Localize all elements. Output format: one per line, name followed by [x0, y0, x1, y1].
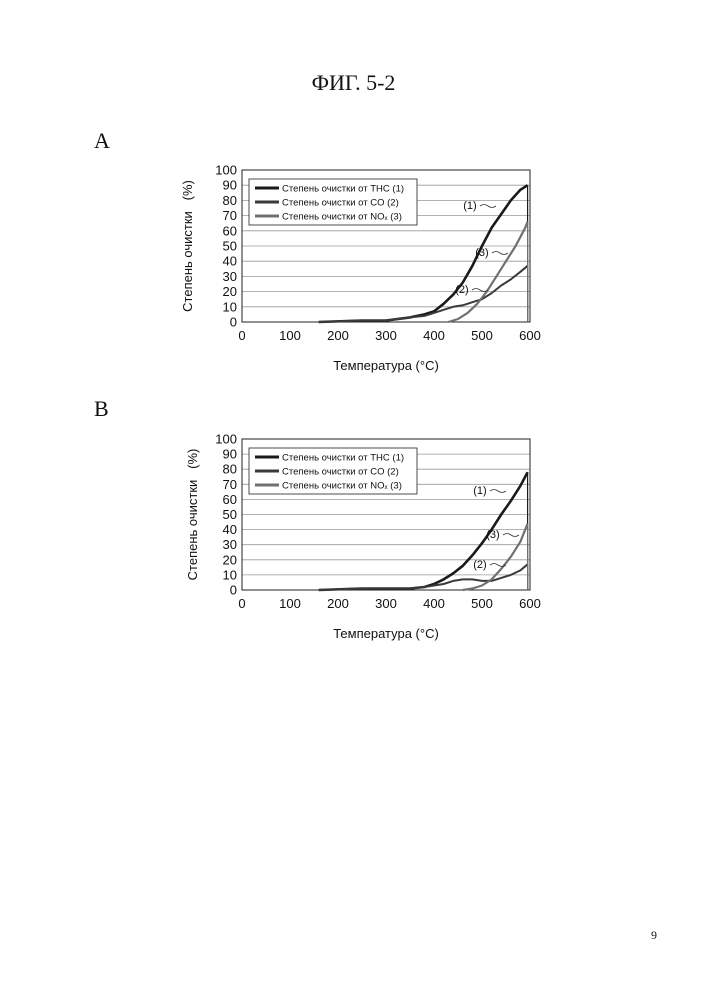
x-tick-label: 300 [375, 596, 397, 611]
annotation-leader [480, 205, 496, 208]
y-tick-label: 50 [223, 239, 237, 254]
legend-label-1: Степень очистки от THC (1) [282, 184, 404, 195]
figure-title: ФИГ. 5-2 [0, 70, 707, 96]
x-tick-label: 100 [279, 596, 301, 611]
x-tick-label: 600 [519, 596, 541, 611]
annotation-leader [490, 490, 506, 493]
y-tick-label: 80 [223, 462, 237, 477]
y-tick-label: 60 [223, 492, 237, 507]
series-line-2 [319, 564, 528, 590]
y-tick-label: 20 [223, 284, 237, 299]
x-axis-label: Температура (°C) [333, 358, 439, 373]
x-tick-label: 400 [423, 596, 445, 611]
annotation-leader [492, 252, 508, 255]
series-annotation: (3) [486, 529, 499, 541]
y-tick-label: 80 [223, 193, 237, 208]
y-tick-label: 0 [230, 583, 237, 598]
x-axis-label: Температура (°C) [333, 626, 439, 641]
x-tick-label: 600 [519, 328, 541, 343]
series-annotation: (1) [463, 200, 476, 212]
series-annotation: (3) [475, 247, 488, 259]
annotation-leader [503, 534, 519, 537]
x-tick-label: 400 [423, 328, 445, 343]
panel-label-a: A [94, 128, 110, 154]
y-tick-label: 40 [223, 522, 237, 537]
y-tick-label: 30 [223, 537, 237, 552]
legend-label-1: Степень очистки от THC (1) [282, 453, 404, 464]
y-tick-label: 10 [223, 567, 237, 582]
y-tick-label: 60 [223, 223, 237, 238]
x-tick-label: 300 [375, 328, 397, 343]
x-tick-label: 0 [238, 328, 245, 343]
legend-label-3: Степень очистки от NOₓ (3) [282, 481, 402, 492]
y-tick-label: 10 [223, 299, 237, 314]
y-tick-label: 40 [223, 254, 237, 269]
series-annotation: (2) [455, 284, 468, 296]
y-tick-label: 100 [215, 163, 237, 178]
legend-label-2: Степень очистки от CO (2) [282, 198, 399, 209]
x-tick-label: 500 [471, 596, 493, 611]
y-tick-label: 70 [223, 208, 237, 223]
chart-b: 0102030405060708090100010020030040050060… [0, 430, 707, 650]
y-tick-label: 90 [223, 178, 237, 193]
y-axis-label: Степень очистки (%) [180, 180, 195, 312]
y-tick-label: 50 [223, 507, 237, 522]
y-tick-label: 70 [223, 477, 237, 492]
annotation-leader [472, 289, 488, 292]
y-axis-label: Степень очистки (%) [185, 449, 200, 581]
chart-a: 0102030405060708090100010020030040050060… [0, 160, 707, 380]
series-annotation: (2) [473, 559, 486, 571]
x-tick-label: 200 [327, 328, 349, 343]
panel-label-b: B [94, 396, 109, 422]
x-tick-label: 200 [327, 596, 349, 611]
x-tick-label: 500 [471, 328, 493, 343]
y-tick-label: 90 [223, 447, 237, 462]
series-annotation: (1) [473, 485, 486, 497]
y-tick-label: 30 [223, 269, 237, 284]
y-tick-label: 20 [223, 552, 237, 567]
y-tick-label: 0 [230, 315, 237, 330]
y-tick-label: 100 [215, 432, 237, 447]
x-tick-label: 100 [279, 328, 301, 343]
legend-label-2: Степень очистки от CO (2) [282, 467, 399, 478]
page-number: 9 [651, 928, 657, 943]
x-tick-label: 0 [238, 596, 245, 611]
legend-label-3: Степень очистки от NOₓ (3) [282, 212, 402, 223]
